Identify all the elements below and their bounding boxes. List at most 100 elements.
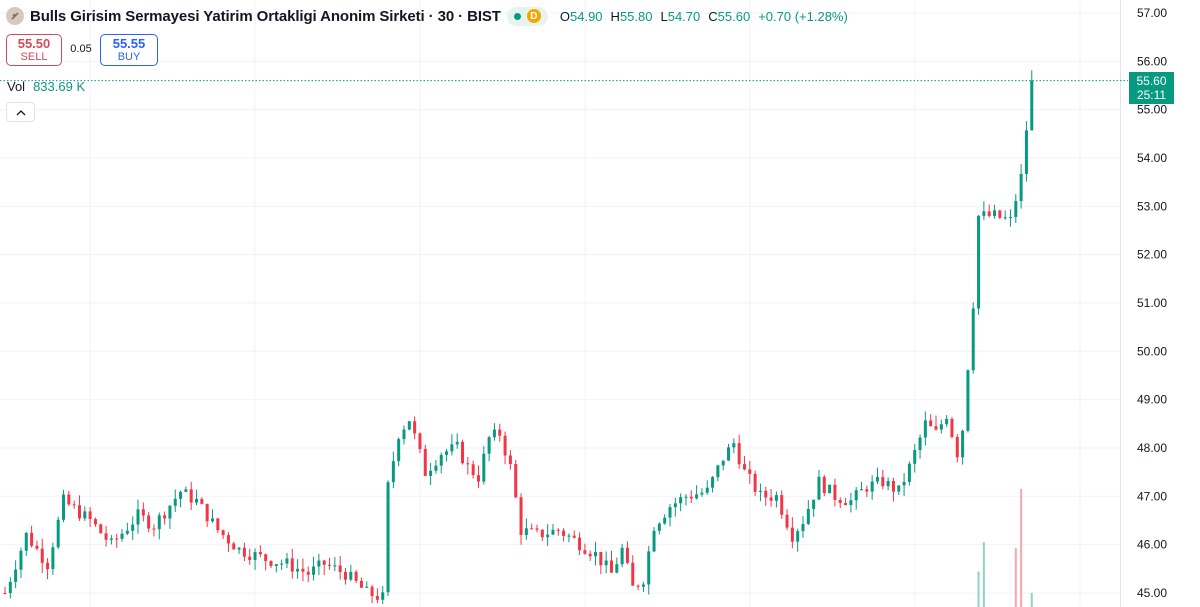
candle-body xyxy=(445,451,449,455)
spread-value: 0.05 xyxy=(70,43,92,55)
candle-body xyxy=(742,464,746,470)
candle-body xyxy=(492,429,496,438)
candle-body xyxy=(833,484,837,500)
candle-body xyxy=(860,489,864,491)
candle-body xyxy=(780,495,784,515)
candle-body xyxy=(971,308,975,371)
candle-body xyxy=(875,477,879,482)
buy-button[interactable]: 55.55 BUY xyxy=(100,34,158,66)
candle-body xyxy=(322,560,326,565)
candle-body xyxy=(83,511,87,519)
candle-body xyxy=(764,490,768,498)
y-axis-tick-label: 55.00 xyxy=(1137,103,1167,117)
candle-body xyxy=(210,518,214,522)
market-badge: D xyxy=(526,9,541,23)
candle-body xyxy=(365,586,369,588)
candle-body xyxy=(732,443,736,448)
candle-body xyxy=(929,420,933,427)
candle-body xyxy=(296,568,300,572)
candle-body xyxy=(19,550,23,570)
candle-body xyxy=(35,545,39,549)
candle-body xyxy=(354,571,358,581)
candle-body xyxy=(503,435,507,456)
candle-body xyxy=(673,503,677,508)
candle-body xyxy=(886,481,890,487)
candle-body xyxy=(370,586,374,597)
high-key: H xyxy=(610,8,620,24)
candle-body xyxy=(205,503,209,522)
candle-body xyxy=(189,489,193,503)
candle-body xyxy=(679,497,683,504)
y-axis-tick-label: 46.00 xyxy=(1137,538,1167,552)
candle-body xyxy=(141,509,145,516)
candle-body xyxy=(264,554,268,562)
candle-body xyxy=(700,492,704,495)
candle-body xyxy=(562,530,566,536)
candle-body xyxy=(652,530,656,552)
candle-body xyxy=(269,561,273,566)
volume-bar xyxy=(1014,548,1017,607)
candle-body xyxy=(328,564,332,566)
candle-body xyxy=(567,535,571,537)
volume-value: 833.69 K xyxy=(33,79,86,94)
candle-body xyxy=(312,566,316,575)
market-open-dot-icon xyxy=(513,12,521,20)
volume-legend[interactable]: Vol 833.69 K xyxy=(7,79,85,94)
chart-legend-header: Bulls Girisim Sermayesi Yatirim Ortaklig… xyxy=(6,6,848,26)
collapse-legend-button[interactable] xyxy=(6,102,35,122)
candle-body xyxy=(982,211,986,216)
candle-body xyxy=(1019,173,1023,202)
candle-body xyxy=(77,505,81,519)
candle-body xyxy=(695,494,699,499)
candle-body xyxy=(663,517,667,524)
volume-label: Vol xyxy=(7,79,26,94)
candle-body xyxy=(891,481,895,492)
y-axis-tick-label: 50.00 xyxy=(1137,344,1167,358)
chevron-up-icon xyxy=(16,109,25,115)
volume-bar xyxy=(1020,489,1023,607)
candle-body xyxy=(381,592,385,600)
y-axis-tick-label: 56.00 xyxy=(1137,54,1167,68)
candle-body xyxy=(173,498,177,506)
candle-body xyxy=(104,533,108,540)
candle-body xyxy=(429,470,433,476)
candle-body xyxy=(844,503,848,506)
candle-body xyxy=(923,420,927,438)
candle-body xyxy=(152,528,156,530)
candle-body xyxy=(1008,216,1012,218)
candle-body xyxy=(391,461,395,483)
y-axis-tick-label: 45.00 xyxy=(1137,586,1167,600)
candle-body xyxy=(508,455,512,465)
candle-body xyxy=(131,524,135,531)
candle-body xyxy=(99,524,103,534)
candle-body xyxy=(439,454,443,466)
volume-bar xyxy=(977,571,980,607)
candle-body xyxy=(274,564,278,566)
candle-body xyxy=(897,485,901,492)
candle-body xyxy=(338,565,342,572)
candle-body xyxy=(455,441,459,445)
candle-body xyxy=(934,426,938,430)
candle-body xyxy=(631,562,635,586)
last-price-tag: 55.60 25:11 xyxy=(1129,72,1174,104)
candle-body xyxy=(200,498,204,504)
candle-body xyxy=(594,551,598,557)
symbol-title[interactable]: Bulls Girisim Sermayesi Yatirim Ortaklig… xyxy=(30,7,501,25)
symbol-logo-icon[interactable] xyxy=(6,7,24,25)
candle-body xyxy=(317,560,321,567)
candle-body xyxy=(721,460,725,466)
candle-body xyxy=(572,535,576,538)
last-price-value: 55.60 xyxy=(1136,74,1167,88)
candle-body xyxy=(179,491,183,499)
candle-body xyxy=(8,581,12,594)
candle-body xyxy=(450,444,454,452)
candle-body xyxy=(817,476,821,500)
candle-body xyxy=(993,210,997,216)
candle-body xyxy=(865,489,869,492)
candle-body xyxy=(609,560,613,573)
candle-body xyxy=(828,484,832,494)
market-status-badge[interactable]: D xyxy=(506,6,548,26)
sell-button[interactable]: 55.50 SELL xyxy=(6,34,62,66)
candle-body xyxy=(221,530,225,536)
